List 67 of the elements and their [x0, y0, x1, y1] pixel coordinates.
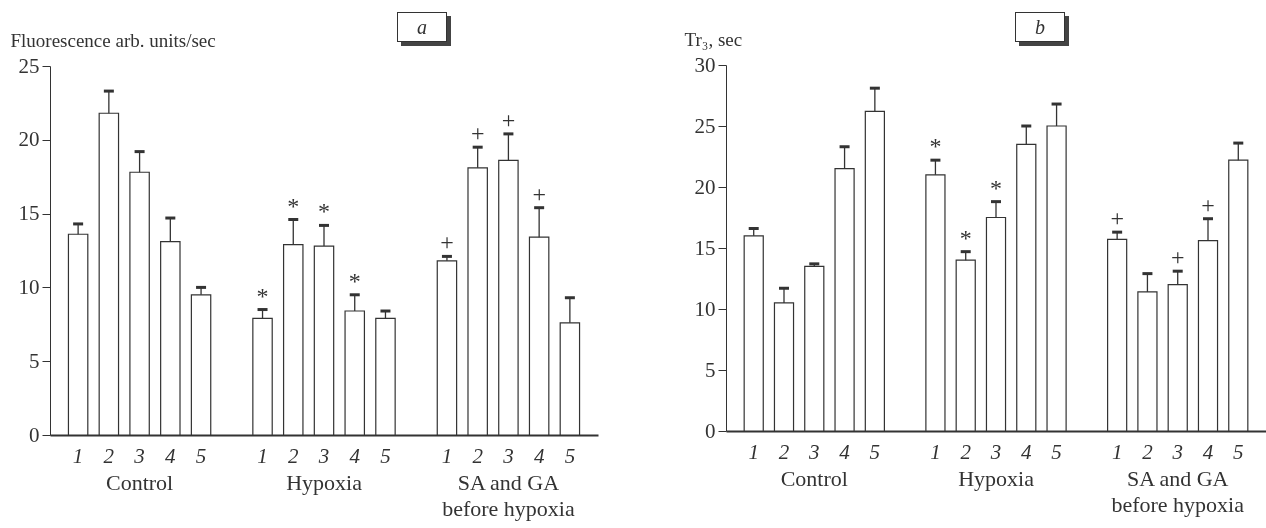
data-label: * [929, 133, 942, 160]
y-tick-label: 5 [705, 357, 716, 382]
data-label: + [1201, 191, 1215, 218]
y-tick-label: 30 [694, 52, 716, 77]
y-tick-label: 15 [18, 201, 40, 226]
x-tick-label: 3 [808, 439, 820, 464]
data-label: * [990, 174, 1002, 201]
y-tick-label: 25 [694, 113, 716, 138]
chart-title: b [1015, 12, 1065, 42]
x-tick-label: 1 [930, 439, 941, 464]
x-tick-label: 1 [748, 439, 759, 464]
data-label: * [287, 192, 300, 219]
y-tick-label: 10 [18, 274, 40, 299]
data-label: + [470, 120, 485, 147]
x-tick-label: 3 [317, 443, 330, 468]
text: Hypoxia [286, 470, 363, 495]
x-tick-label: 3 [502, 443, 514, 468]
x-tick-label: 3 [133, 443, 145, 468]
x-tick-label: 5 [195, 443, 207, 468]
x-tick-label: 2 [960, 439, 972, 464]
y-tick-label: 15 [694, 235, 716, 260]
data-label: * [318, 198, 330, 225]
x-tick-label: 2 [103, 443, 115, 468]
x-tick-label: 4 [1021, 439, 1033, 464]
y-tick-label: 0 [29, 422, 40, 447]
x-tick-label: 2 [778, 439, 790, 464]
x-tick-label: 5 [564, 443, 576, 468]
data-label: * [348, 267, 361, 294]
y-tick-label: 0 [705, 418, 716, 443]
x-tick-label: 4 [165, 443, 177, 468]
data-label: * [256, 282, 269, 309]
x-tick-label: 4 [533, 443, 545, 468]
x-tick-label: 1 [1111, 439, 1123, 464]
data-label: + [440, 229, 454, 256]
text: SA and GA before hypoxia [1111, 466, 1245, 517]
x-tick-label: 1 [441, 443, 453, 468]
y-tick-label: 20 [694, 174, 716, 199]
text: Hypoxia [958, 466, 1035, 491]
chart-title: a [397, 12, 447, 42]
y-tick-label: 20 [18, 127, 40, 152]
x-tick-label: 4 [839, 439, 851, 464]
y-tick-label: 5 [29, 348, 40, 373]
x-tick-label: 4 [1202, 439, 1214, 464]
x-tick-label: 4 [349, 443, 361, 468]
y-tick-label: 25 [18, 53, 40, 78]
data-label: * [959, 224, 972, 251]
x-tick-label: 2 [288, 443, 300, 468]
data-label: + [1110, 205, 1124, 232]
text: Control [780, 466, 848, 491]
x-tick-label: 2 [1142, 439, 1154, 464]
x-tick-label: 2 [472, 443, 484, 468]
data-label: + [1170, 244, 1185, 271]
y-axis-title: Tr₃, sec [684, 28, 743, 50]
text: Control [105, 470, 174, 495]
y-tick-label: 10 [694, 296, 716, 321]
x-tick-label: 5 [869, 439, 881, 464]
x-tick-label: 5 [1051, 439, 1062, 464]
data-label: + [501, 106, 516, 133]
x-tick-label: 1 [72, 443, 84, 468]
x-tick-label: 3 [1171, 439, 1183, 464]
x-tick-label: 3 [989, 439, 1002, 464]
y-axis-title: Fluorescence arb. units/sec [10, 29, 216, 51]
text: SA and GA before hypoxia [442, 470, 575, 521]
x-tick-label: 1 [257, 443, 268, 468]
data-label: + [532, 180, 546, 207]
x-tick-label: 5 [380, 443, 391, 468]
x-tick-label: 5 [1233, 439, 1244, 464]
